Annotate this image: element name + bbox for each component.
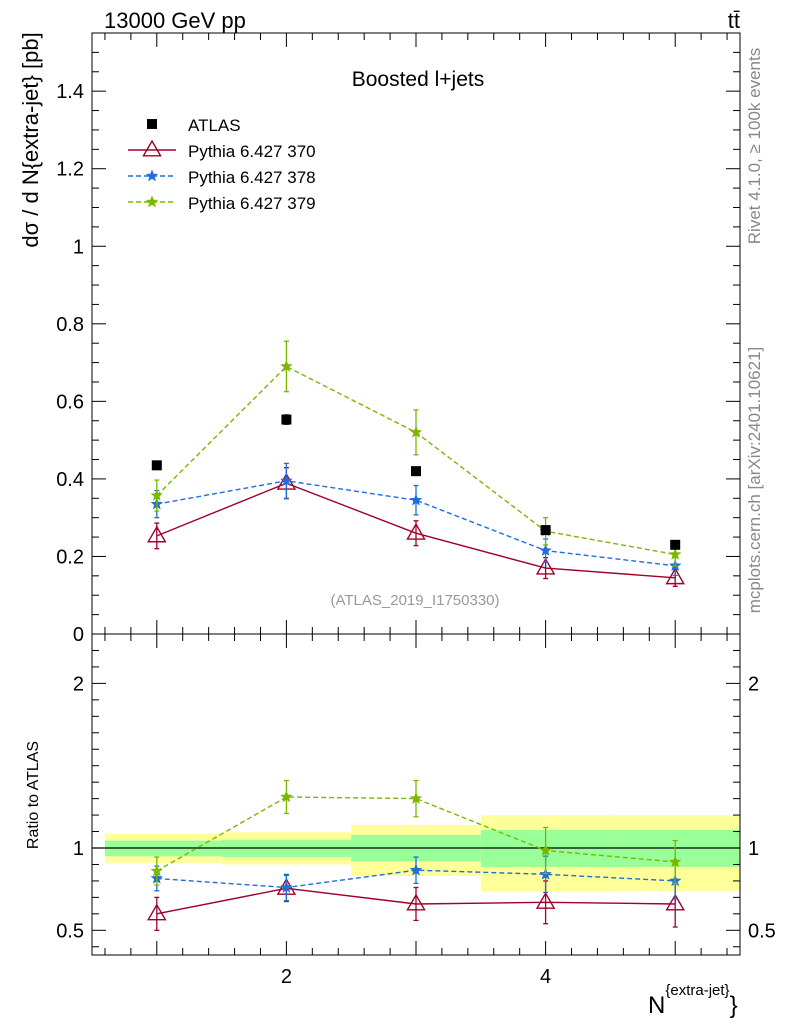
point-pythia-6-427-379 bbox=[150, 488, 164, 502]
ratio-point-pythia-6-427-379 bbox=[539, 843, 552, 856]
ratio-ytick-label-left: 2 bbox=[73, 673, 84, 695]
point-atlas bbox=[411, 466, 421, 477]
ratio-ylabel: Ratio to ATLAS bbox=[25, 741, 42, 849]
ratio-ytick-label-right: 2 bbox=[748, 673, 759, 695]
side-label-lower: mcplots.cern.ch [arXiv:2401.10621] bbox=[745, 347, 764, 613]
main-ytick-label: 0.4 bbox=[56, 469, 84, 491]
point-atlas bbox=[540, 525, 551, 536]
ratio-line-pythia-6-427-379 bbox=[156, 796, 676, 872]
point-pythia-6-427-378 bbox=[280, 474, 293, 487]
point-pythia-6-427-379 bbox=[668, 547, 682, 560]
x-tick-label: 2 bbox=[281, 966, 292, 988]
legend-marker-pythia-6-427-378 bbox=[145, 169, 159, 182]
point-pythia-6-427-378 bbox=[539, 543, 552, 557]
ratio-point-pythia-6-427-370 bbox=[147, 903, 167, 921]
analysis-label: (ATLAS_2019_I1750330) bbox=[330, 592, 499, 609]
legend-label-atlas: ATLAS bbox=[188, 116, 241, 135]
header-right: tt̄ bbox=[728, 8, 740, 33]
point-atlas bbox=[151, 460, 162, 471]
ratio-point-pythia-6-427-370 bbox=[665, 893, 685, 911]
point-pythia-6-427-370 bbox=[665, 567, 685, 585]
main-ytick-label: 1 bbox=[73, 236, 84, 258]
x-axis-label: N{extra-jet}} bbox=[648, 982, 738, 1019]
chart-title: Boosted l+jets bbox=[352, 68, 485, 91]
ratio-point-pythia-6-427-370 bbox=[406, 893, 426, 911]
header-left: 13000 GeV pp bbox=[104, 8, 246, 33]
side-label-upper: Rivet 4.1.0, ≥ 100k events bbox=[745, 48, 764, 244]
main-ytick-label: 1.2 bbox=[56, 159, 84, 181]
x-axis-label-sup: {extra-jet} bbox=[665, 982, 729, 999]
legend-marker-pythia-6-427-370 bbox=[142, 139, 162, 157]
legend: ATLAS Pythia 6.427 370 Pythia 6.427 378 Pyt… bbox=[128, 116, 316, 213]
main-ytick-label: 0.2 bbox=[56, 546, 84, 568]
x-tick-label: 4 bbox=[540, 966, 551, 988]
main-panel: 0 0.2 0.4 0.6 0.8 1 1.2 1.4 bbox=[56, 32, 741, 646]
ratio-point-pythia-6-427-370 bbox=[535, 891, 556, 909]
ratio-point-pythia-6-427-379 bbox=[150, 864, 164, 877]
legend-label-pythia-6-427-370: Pythia 6.427 370 bbox=[188, 142, 316, 161]
point-pythia-6-427-379 bbox=[409, 425, 423, 438]
legend-marker-pythia-6-427-379 bbox=[145, 195, 159, 208]
point-pythia-6-427-379 bbox=[280, 359, 293, 372]
legend-label-pythia-6-427-378: Pythia 6.427 378 bbox=[188, 168, 316, 187]
point-pythia-6-427-370 bbox=[406, 522, 426, 540]
ratio-point-pythia-6-427-378 bbox=[280, 880, 293, 893]
main-ylabel-text: dσ / d N{extra-jet} [pb] bbox=[18, 32, 43, 247]
legend-label-pythia-6-427-379: Pythia 6.427 379 bbox=[188, 194, 316, 213]
main-ytick-label: 0.6 bbox=[56, 391, 84, 413]
ratio-point-pythia-6-427-378 bbox=[409, 863, 423, 876]
point-atlas bbox=[281, 414, 292, 425]
main-ytick-label: 1.4 bbox=[56, 81, 84, 103]
ratio-panel: 2 4 0.5 0.5 1 1 2 2 bbox=[56, 633, 776, 988]
ratio-ytick-label-right: 0.5 bbox=[748, 920, 776, 942]
main-ytick-label: 0 bbox=[73, 624, 84, 646]
x-axis-label-main: N bbox=[648, 992, 665, 1019]
ratio-ytick-label-left: 1 bbox=[73, 838, 84, 860]
ratio-point-pythia-6-427-379 bbox=[280, 790, 293, 803]
x-axis-label-close: } bbox=[730, 992, 738, 1019]
ratio-ytick-label-left: 0.5 bbox=[56, 920, 84, 942]
ratio-point-pythia-6-427-379 bbox=[409, 791, 423, 805]
point-pythia-6-427-378 bbox=[409, 493, 423, 506]
point-atlas bbox=[670, 539, 681, 550]
ratio-point-pythia-6-427-379 bbox=[668, 855, 682, 868]
point-pythia-6-427-370 bbox=[535, 557, 556, 575]
legend-marker-atlas bbox=[147, 119, 157, 129]
main-ylabel: dσ / d N{extra-jet} [pb] bbox=[18, 32, 43, 247]
ratio-ytick-label-right: 1 bbox=[748, 838, 759, 860]
main-ytick-label: 0.8 bbox=[56, 314, 84, 336]
point-pythia-6-427-370 bbox=[147, 525, 167, 543]
